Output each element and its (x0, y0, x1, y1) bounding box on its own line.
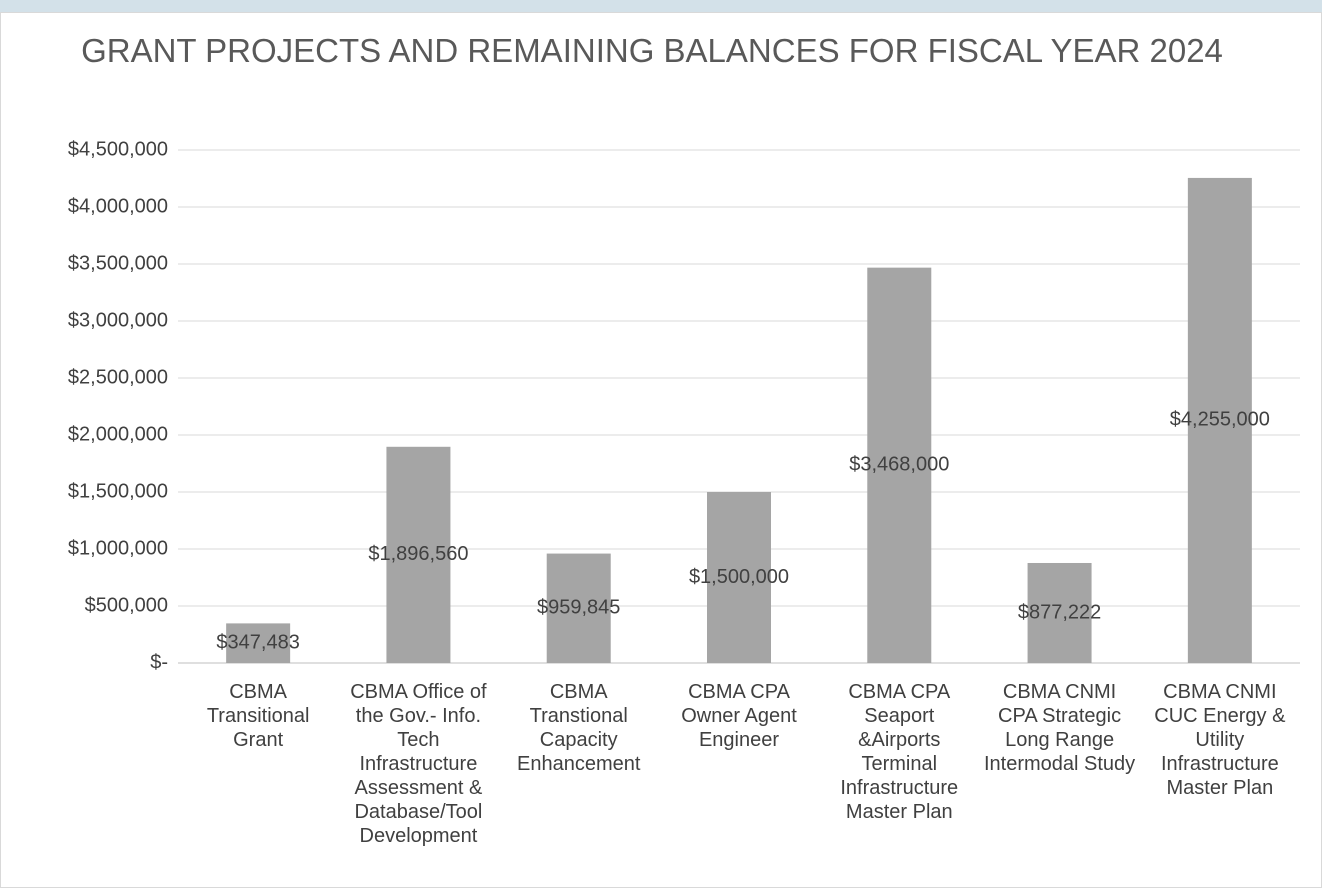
data-label: $4,255,000 (1170, 409, 1270, 431)
bar (1027, 562, 1092, 663)
y-tick-label: $1,000,000 (68, 537, 168, 559)
data-label: $959,845 (537, 597, 620, 619)
x-tick-label: CBMA CPA Seaport &Airports Terminal Infrastr… (840, 681, 958, 823)
data-label: $3,468,000 (849, 454, 949, 476)
data-label: $347,483 (216, 631, 299, 653)
y-tick-label: $- (150, 651, 168, 673)
y-tick-label: $500,000 (85, 594, 168, 616)
x-tick-label: CBMA CNMI CUC Energy & Utility Infrastructu… (1154, 681, 1286, 799)
y-tick-label: $3,500,000 (68, 252, 168, 274)
x-tick-label: CBMA CNMI CPA Strategic Long Range Intermod… (984, 681, 1135, 775)
y-tick-label: $2,000,000 (68, 423, 168, 445)
y-tick-label: $1,500,000 (68, 480, 168, 502)
y-tick-label: $3,000,000 (68, 309, 168, 331)
chart-title: GRANT PROJECTS AND REMAINING BALANCES FO… (81, 32, 1223, 69)
bar (226, 623, 291, 663)
bar (546, 553, 611, 663)
y-tick-label: $4,500,000 (68, 138, 168, 160)
bar (1187, 177, 1252, 663)
chart-frame (0, 12, 1322, 888)
data-label: $1,500,000 (689, 566, 789, 588)
top-band (0, 0, 1322, 12)
x-tick-label: CBMA Office of the Gov.- Info. Tech Infrast… (350, 681, 487, 847)
x-tick-label: CBMA Transtional Capacity Enhancement (517, 681, 641, 775)
bar (386, 446, 451, 663)
x-tick-label: CBMA CPA Owner Agent Engineer (681, 681, 797, 751)
bar (707, 492, 771, 663)
y-tick-label: $4,000,000 (68, 195, 168, 217)
data-label: $1,896,560 (368, 543, 468, 565)
y-tick-label: $2,500,000 (68, 366, 168, 388)
x-tick-label: CBMA Transitional Grant (207, 681, 310, 751)
bar (867, 267, 932, 663)
data-label: $877,222 (1018, 601, 1101, 623)
